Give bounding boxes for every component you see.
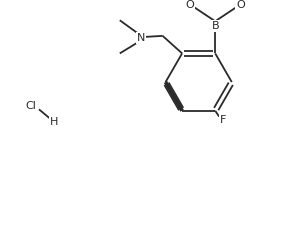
Text: F: F — [220, 116, 226, 126]
Text: Cl: Cl — [26, 101, 37, 111]
Text: O: O — [236, 0, 245, 10]
Text: O: O — [186, 0, 194, 10]
Text: B: B — [211, 21, 219, 31]
Text: N: N — [137, 33, 145, 43]
Text: H: H — [50, 117, 59, 127]
